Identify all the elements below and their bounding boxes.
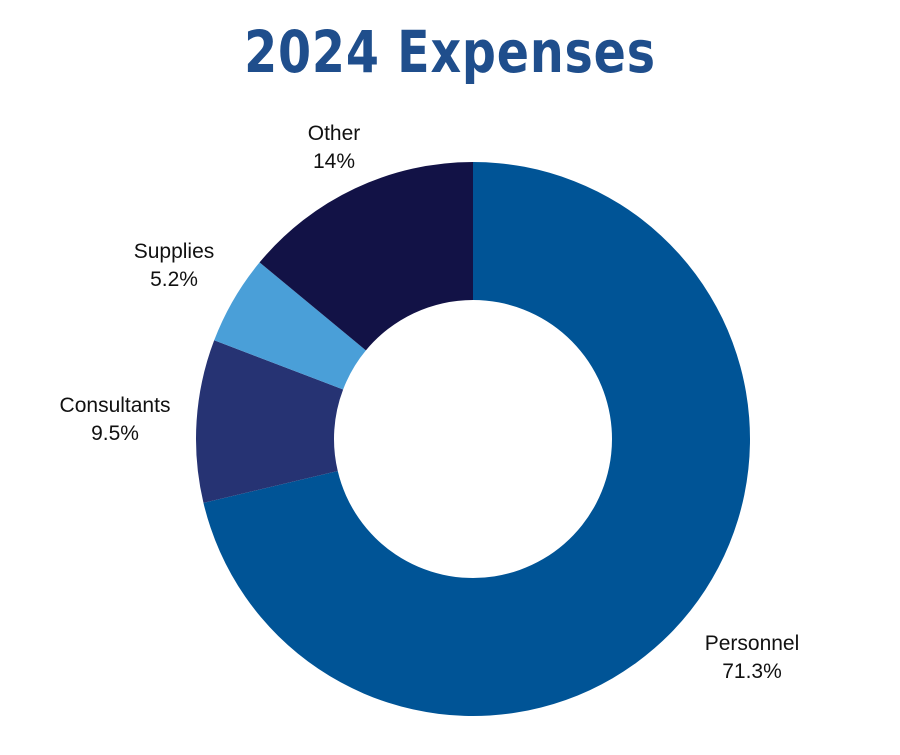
slice-value-personnel: 71.3% (722, 660, 782, 683)
slice-labels: Personnel 71.3% Consultants 9.5% Supplies 5.2… (60, 122, 800, 683)
slice-label-consultants: Consultants (60, 394, 171, 417)
slice-value-other: 14% (313, 150, 355, 173)
donut-slices (196, 161, 750, 717)
slice-label-supplies: Supplies (134, 240, 215, 263)
slice-supplies (214, 262, 366, 390)
chart-title: 2024 Expenses (244, 18, 656, 86)
slice-other (259, 161, 473, 351)
slice-consultants (196, 340, 344, 503)
slice-value-supplies: 5.2% (150, 268, 198, 291)
slice-label-personnel: Personnel (705, 632, 800, 655)
slice-label-other: Other (308, 122, 361, 145)
slice-personnel (203, 162, 750, 717)
slice-value-consultants: 9.5% (91, 422, 139, 445)
